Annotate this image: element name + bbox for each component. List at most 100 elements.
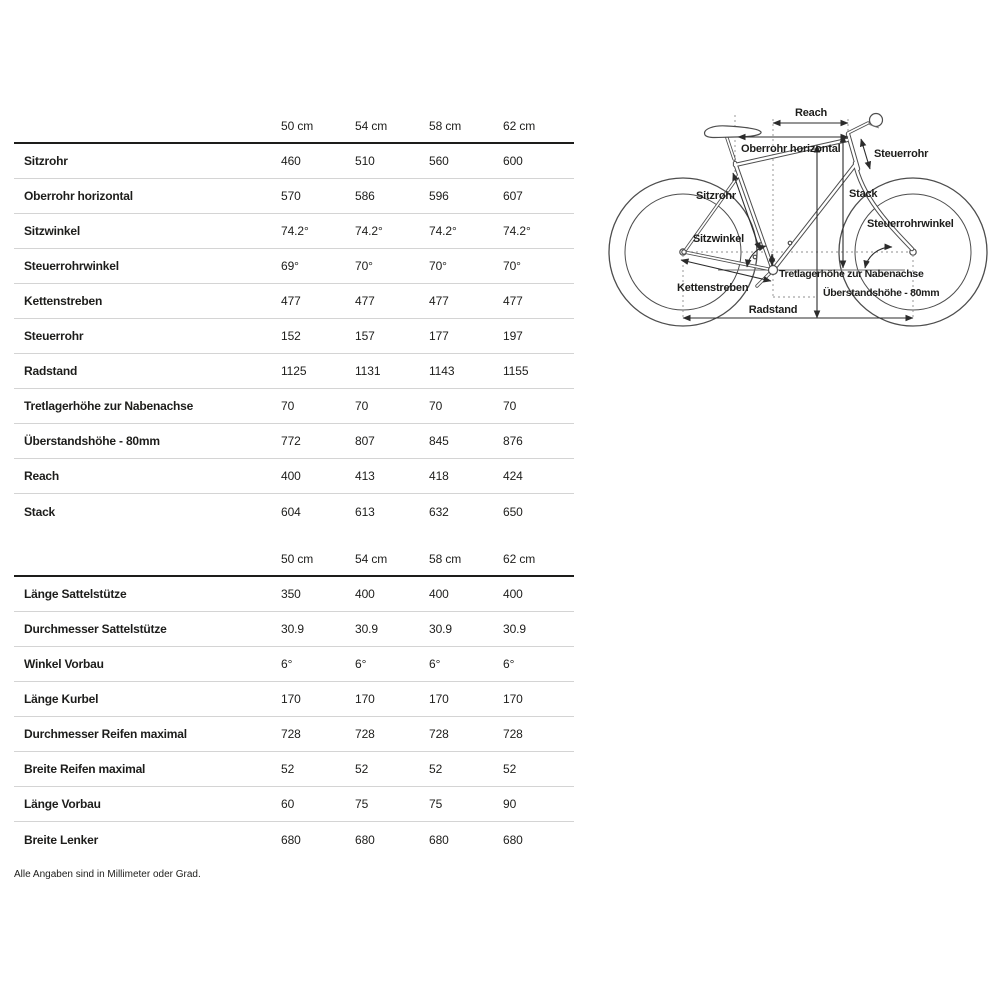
steuerrohr-dimension — [859, 138, 872, 170]
row-value: 74.2° — [503, 224, 531, 238]
row-value: 560 — [429, 154, 449, 168]
row-value: 52 — [429, 762, 443, 776]
row-value: 70 — [503, 399, 517, 413]
row-label: Sitzwinkel — [24, 224, 81, 238]
table-row: Länge Vorbau 60 75 75 90 — [14, 787, 574, 822]
row-label: Kettenstreben — [24, 294, 103, 308]
row-value: 477 — [503, 294, 523, 308]
bike-geometry-diagram: Reach Oberrohr horizontal Steuerrohr Sit… — [605, 85, 995, 335]
table-row: Tretlagerhöhe zur Nabenachse 70 70 70 70 — [14, 389, 574, 424]
row-label: Überstandshöhe - 80mm — [24, 434, 160, 448]
row-label: Durchmesser Reifen maximal — [24, 727, 187, 741]
row-value: 680 — [355, 832, 375, 847]
oberrohr-label: Oberrohr horizontal — [741, 143, 841, 155]
steuerrohr-label: Steuerrohr — [874, 148, 929, 160]
size-column-header: 62 cm — [503, 119, 536, 133]
size-column-header: 58 cm — [429, 552, 462, 566]
units-footnote: Alle Angaben sind in Millimeter oder Gra… — [14, 869, 201, 880]
row-value: 152 — [281, 329, 301, 343]
row-value: 1125 — [281, 364, 307, 378]
row-label: Durchmesser Sattelstütze — [24, 622, 167, 636]
row-label: Reach — [24, 469, 60, 483]
row-label: Winkel Vorbau — [24, 657, 104, 671]
row-value: 75 — [355, 797, 369, 811]
row-value: 680 — [429, 832, 449, 847]
row-value: 6° — [355, 657, 367, 671]
row-value: 413 — [355, 469, 375, 483]
row-value: 477 — [355, 294, 375, 308]
row-value: 400 — [429, 587, 449, 601]
row-label: Sitzrohr — [24, 154, 68, 168]
row-label: Radstand — [24, 364, 78, 378]
steuerrohrwinkel-label: Steuerrohrwinkel — [867, 218, 954, 230]
table-row: Durchmesser Sattelstütze 30.9 30.9 30.9 … — [14, 612, 574, 647]
row-value: 728 — [503, 727, 523, 741]
row-value: 650 — [503, 504, 523, 519]
row-value: 400 — [503, 587, 523, 601]
sitzwinkel-label: Sitzwinkel — [693, 233, 744, 245]
row-value: 74.2° — [429, 224, 457, 238]
size-column-header: 62 cm — [503, 552, 536, 566]
table-row: Überstandshöhe - 80mm 772 807 845 876 — [14, 424, 574, 459]
stack-label: Stack — [849, 188, 878, 200]
row-value: 845 — [429, 434, 449, 448]
row-value: 70° — [355, 259, 373, 273]
row-label: Länge Kurbel — [24, 692, 99, 706]
row-label: Länge Sattelstütze — [24, 587, 127, 601]
table-row: Breite Reifen maximal 52 52 52 52 — [14, 752, 574, 787]
row-value: 460 — [281, 154, 301, 168]
row-value: 157 — [355, 329, 375, 343]
row-value: 604 — [281, 504, 301, 519]
row-value: 1143 — [429, 364, 455, 378]
row-value: 728 — [281, 727, 301, 741]
row-value: 70 — [429, 399, 443, 413]
row-value: 170 — [281, 692, 301, 706]
row-value: 613 — [355, 504, 375, 519]
row-label: Steuerrohrwinkel — [24, 259, 119, 273]
row-value: 1155 — [503, 364, 529, 378]
row-value: 680 — [503, 832, 523, 847]
ueberstandshoehe-label: Überstandshöhe - 80mm — [823, 286, 939, 299]
row-value: 418 — [429, 469, 449, 483]
row-value: 30.9 — [281, 622, 304, 636]
row-value: 510 — [355, 154, 375, 168]
table-row: Radstand 1125 1131 1143 1155 — [14, 354, 574, 389]
row-value: 477 — [281, 294, 301, 308]
row-value: 75 — [429, 797, 443, 811]
row-value: 170 — [355, 692, 375, 706]
row-value: 70° — [429, 259, 447, 273]
row-value: 607 — [503, 189, 523, 203]
row-value: 400 — [355, 587, 375, 601]
row-value: 586 — [355, 189, 375, 203]
table-row: Sitzrohr 460 510 560 600 — [14, 144, 574, 179]
row-value: 70 — [281, 399, 295, 413]
table-row: Stack 604 613 632 650 — [14, 494, 574, 529]
row-label: Oberrohr horizontal — [24, 189, 133, 203]
table-row: Reach 400 413 418 424 — [14, 459, 574, 494]
table-row: Länge Kurbel 170 170 170 170 — [14, 682, 574, 717]
table-row: Sitzwinkel 74.2° 74.2° 74.2° 74.2° — [14, 214, 574, 249]
table-row: Länge Sattelstütze 350 400 400 400 — [14, 577, 574, 612]
tretlagerhoehe-label: Tretlagerhöhe zur Nabenachse — [779, 268, 924, 280]
row-value: 197 — [503, 329, 523, 343]
row-value: 477 — [429, 294, 449, 308]
row-value: 728 — [429, 727, 449, 741]
row-value: 74.2° — [355, 224, 383, 238]
table-row: Oberrohr horizontal 570 586 596 607 — [14, 179, 574, 214]
row-value: 30.9 — [429, 622, 452, 636]
frame-geometry-table: 50 cm 54 cm 58 cm 62 cm Sitzrohr 460 510… — [14, 110, 574, 529]
row-label: Breite Reifen maximal — [24, 762, 146, 776]
row-label: Stack — [24, 504, 56, 519]
steuerrohrwinkel-arc — [863, 243, 893, 269]
row-value: 170 — [429, 692, 449, 706]
size-column-header: 54 cm — [355, 119, 388, 133]
row-value: 424 — [503, 469, 523, 483]
row-value: 596 — [429, 189, 449, 203]
row-value: 6° — [503, 657, 515, 671]
row-value: 680 — [281, 832, 301, 847]
sitzrohr-dimension — [732, 172, 761, 251]
row-value: 60 — [281, 797, 295, 811]
row-label: Länge Vorbau — [24, 797, 101, 811]
row-value: 6° — [429, 657, 441, 671]
